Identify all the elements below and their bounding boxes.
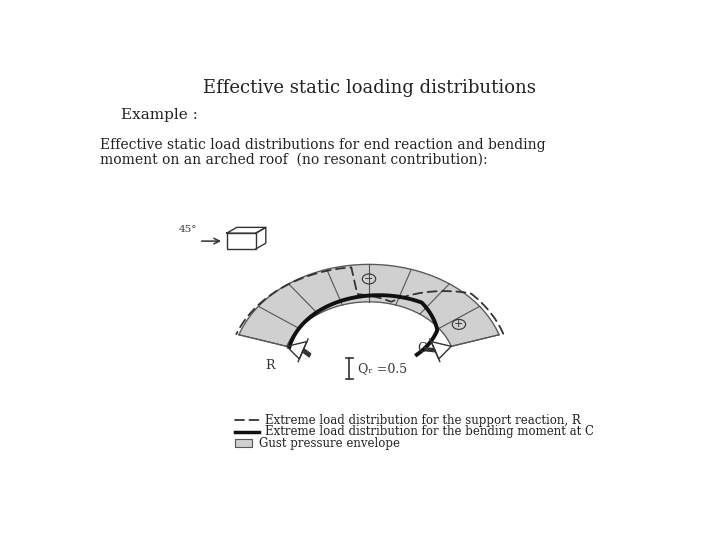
Polygon shape [239, 265, 499, 346]
Text: Effective static loading distributions: Effective static loading distributions [202, 79, 536, 97]
Text: Effective static load distributions for end reaction and bending: Effective static load distributions for … [100, 138, 546, 152]
Text: Example :: Example : [121, 109, 197, 123]
Text: C: C [418, 342, 428, 355]
Text: 45°: 45° [179, 225, 197, 234]
Text: −: − [364, 274, 374, 284]
Bar [227, 233, 256, 249]
Text: R: R [265, 359, 274, 372]
Text: Extreme load distribution for the support reaction, R: Extreme load distribution for the suppor… [265, 414, 581, 427]
Text: +: + [454, 319, 464, 329]
Text: Gust pressure envelope: Gust pressure envelope [258, 437, 400, 450]
Bar [235, 440, 252, 447]
Text: Extreme load distribution for the bending moment at C: Extreme load distribution for the bendin… [265, 425, 594, 438]
Text: moment on an arched roof  (no resonant contribution):: moment on an arched roof (no resonant co… [100, 153, 487, 167]
Text: Qᵣ =0.5: Qᵣ =0.5 [358, 362, 407, 375]
